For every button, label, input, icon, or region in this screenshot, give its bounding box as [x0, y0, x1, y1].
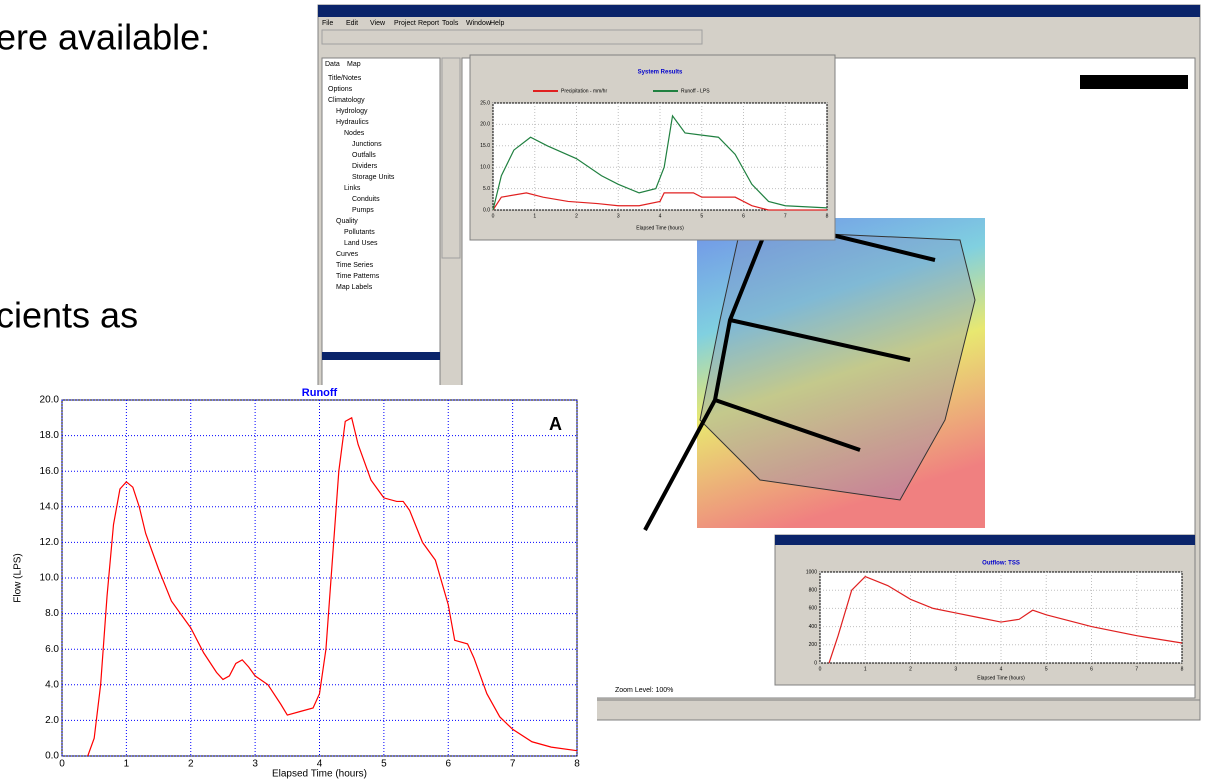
tree-item: Storage Units — [352, 174, 395, 181]
y-tick-label: 2.0 — [45, 715, 59, 726]
menu-item: File — [322, 20, 333, 27]
x-tick-label: 2 — [188, 759, 194, 770]
y-tick-label: 0.0 — [45, 751, 59, 762]
slide-text: cients as — [0, 295, 138, 336]
x-tick-label: 3 — [954, 666, 957, 672]
x-tick-label: 3 — [617, 213, 620, 219]
x-tick-label: 1 — [533, 213, 536, 219]
title-bar — [775, 535, 1195, 545]
x-tick-label: 6 — [445, 759, 451, 770]
y-tick-label: 1000 — [806, 569, 817, 575]
tab: Map — [347, 61, 361, 68]
x-tick-label: 8 — [826, 213, 829, 219]
selected-item — [322, 352, 440, 360]
y-tick-label: 800 — [809, 588, 818, 594]
tree-item: Dividers — [352, 163, 378, 170]
tree-item: Land Uses — [344, 240, 378, 247]
menu-item: Window — [466, 20, 492, 27]
menu-item: Help — [490, 20, 505, 27]
tree-item: Pollutants — [344, 229, 375, 236]
menu-item: Project — [394, 20, 416, 27]
title-bar — [318, 5, 1200, 17]
y-tick-label: 12.0 — [40, 537, 60, 548]
x-axis-label: Elapsed Time (hours) — [977, 675, 1025, 681]
slide-text: ere available: — [0, 17, 210, 58]
tree-item: Pumps — [352, 207, 374, 214]
y-tick-label: 400 — [809, 624, 818, 630]
y-tick-label: 5.0 — [483, 186, 490, 192]
y-tick-label: 16.0 — [40, 466, 60, 477]
menu-item: Report — [418, 20, 439, 27]
tree-item: Curves — [336, 251, 359, 258]
tree-item: Conduits — [352, 196, 380, 203]
y-tick-label: 600 — [809, 606, 818, 612]
x-tick-label: 8 — [574, 759, 580, 770]
y-tick-label: 10.0 — [480, 165, 490, 171]
x-tick-label: 0 — [492, 213, 495, 219]
chart-title: Outflow: TSS — [982, 561, 1020, 567]
x-tick-label: 2 — [575, 213, 578, 219]
x-tick-label: 4 — [659, 213, 662, 219]
menu-item: Tools — [442, 20, 459, 27]
tree-item: Options — [328, 86, 353, 93]
y-tick-label: 4.0 — [45, 679, 59, 690]
y-tick-label: 6.0 — [45, 644, 59, 655]
clock — [1080, 75, 1188, 89]
tree-item: Links — [344, 185, 361, 192]
tree-item: Junctions — [352, 141, 382, 148]
toolbar — [322, 30, 702, 44]
x-tick-label: 5 — [381, 759, 387, 770]
slide: ere available: cients as File Edit View Pro… — [0, 0, 1207, 782]
x-tick-label: 8 — [1181, 666, 1184, 672]
y-tick-label: 14.0 — [40, 501, 60, 512]
y-tick-label: 200 — [809, 642, 818, 648]
x-tick-label: 6 — [742, 213, 745, 219]
y-tick-label: 10.0 — [40, 573, 60, 584]
status-text: Zoom Level: 100% — [615, 687, 673, 694]
tree-item: Hydrology — [336, 108, 368, 115]
y-tick-label: 20.0 — [40, 395, 60, 406]
x-tick-label: 0 — [819, 666, 822, 672]
x-axis-label: Elapsed Time (hours) — [636, 225, 684, 231]
tree-item: Map Labels — [336, 284, 373, 291]
y-axis-label: Flow (LPS) — [13, 553, 24, 602]
y-tick-label: 0.0 — [483, 207, 490, 213]
x-tick-label: 4 — [1000, 666, 1003, 672]
x-tick-label: 5 — [1045, 666, 1048, 672]
tab: Data — [325, 61, 340, 68]
x-tick-label: 5 — [700, 213, 703, 219]
x-tick-label: 7 — [784, 213, 787, 219]
x-axis-label: Elapsed Time (hours) — [272, 769, 367, 780]
y-tick-label: 18.0 — [40, 430, 60, 441]
x-tick-label: 0 — [59, 759, 65, 770]
chart-title: Runoff — [302, 387, 338, 399]
y-tick-label: 0 — [814, 660, 817, 666]
x-tick-label: 1 — [124, 759, 130, 770]
x-tick-label: 6 — [1090, 666, 1093, 672]
chart-title: System Results — [638, 70, 683, 76]
y-tick-label: 15.0 — [480, 143, 490, 149]
annotation: A — [549, 414, 562, 434]
x-tick-label: 7 — [1135, 666, 1138, 672]
tree-item: Hydraulics — [336, 119, 369, 126]
tree-item: Climatology — [328, 97, 365, 104]
tree-item: Time Patterns — [336, 273, 380, 280]
x-tick-label: 1 — [864, 666, 867, 672]
x-tick-label: 7 — [510, 759, 516, 770]
tree-item: Title/Notes — [328, 75, 362, 82]
legend-label: Runoff - LPS — [681, 88, 710, 94]
menu-item: Edit — [346, 20, 358, 27]
menu-item: View — [370, 20, 386, 27]
map-toolbar — [442, 58, 460, 258]
tree-item: Quality — [336, 218, 358, 225]
tree-item: Nodes — [344, 130, 365, 137]
y-tick-label: 25.0 — [480, 100, 490, 106]
x-tick-label: 3 — [252, 759, 258, 770]
tree-item: Outfalls — [352, 152, 376, 159]
x-tick-label: 2 — [909, 666, 912, 672]
y-tick-label: 8.0 — [45, 608, 59, 619]
y-tick-label: 20.0 — [480, 122, 490, 128]
tree-item: Time Series — [336, 262, 374, 269]
legend-label: Precipitation - mm/hr — [561, 88, 607, 94]
